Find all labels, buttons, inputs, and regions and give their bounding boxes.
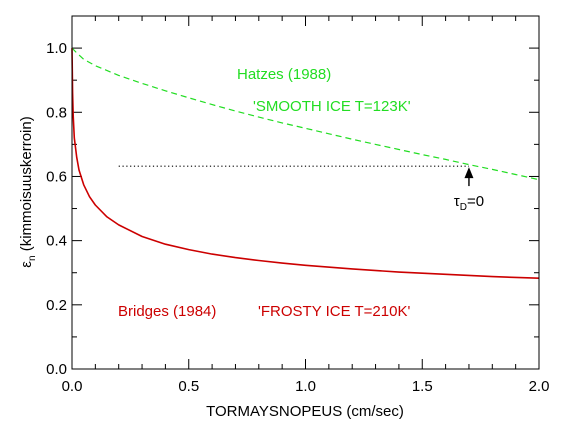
bridges-source-label: Bridges (1984) (118, 303, 216, 320)
series-layer (71, 47, 540, 279)
y-axis-title-symbol: ε (18, 261, 35, 268)
x-tick-label: 1.5 (412, 378, 433, 395)
hatzes-series-label: 'SMOOTH ICE T=123K' (253, 98, 411, 115)
x-tick-label: 0.0 (62, 378, 83, 395)
y-axis-title-text: (kimmoisuuskerroin) (18, 116, 35, 255)
y-tick-label: 0.8 (46, 104, 67, 121)
x-axis-title: TORMAYSNOPEUS (cm/sec) (206, 403, 404, 420)
x-tick-label: 2.0 (529, 378, 550, 395)
y-tick-label: 0.0 (46, 361, 67, 378)
bridges-series-line (71, 48, 540, 279)
y-tick-label: 0.2 (46, 297, 67, 314)
tau-value: =0 (467, 193, 484, 210)
x-tick-label: 1.0 (295, 378, 316, 395)
hatzes-series-line (71, 47, 540, 181)
y-axis-title: εn (kimmoisuuskerroin) (18, 116, 38, 267)
y-axis-title-subscript: n (27, 255, 38, 261)
y-tick-label: 0.4 (46, 233, 67, 250)
x-tick-label: 0.5 (178, 378, 199, 395)
bridges-series-label: 'FROSTY ICE T=210K' (258, 303, 410, 320)
hatzes-source-label: Hatzes (1988) (237, 66, 331, 83)
tau-symbol: τ (454, 193, 460, 210)
plot-frame (71, 15, 540, 370)
axis-ticks: 0.0 0.5 1.0 1.5 2.0 0.0 0.2 0.4 0.6 0.8 1.0 (46, 15, 550, 395)
tau-subscript: D (460, 202, 467, 213)
y-tick-label: 0.6 (46, 168, 67, 185)
y-tick-label: 1.0 (46, 40, 67, 57)
arrow-head-icon (464, 167, 474, 179)
tau-annotation-label: τD=0 (454, 193, 484, 213)
